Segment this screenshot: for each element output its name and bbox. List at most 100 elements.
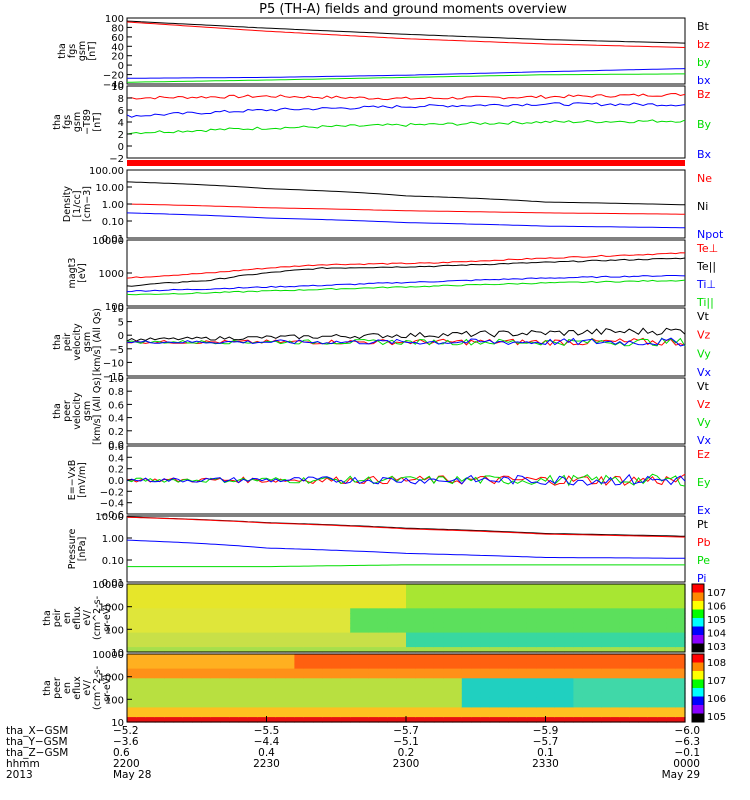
heatmap-cell [517, 678, 528, 684]
heatmap-cell [610, 688, 621, 694]
y-axis-label-line: [nT] [92, 112, 103, 131]
heatmap-cell [601, 702, 612, 709]
heatmap-cell [638, 593, 649, 600]
heatmap-cell [406, 717, 416, 723]
heatmap-cell [340, 658, 351, 665]
heatmap-cell [396, 622, 407, 629]
heatmap-cell [471, 608, 481, 614]
y-tick-label: −15 [103, 372, 124, 383]
heatmap-cell [220, 673, 230, 679]
heatmap-cell [396, 647, 407, 653]
heatmap-cell [629, 627, 640, 634]
heatmap-cell [285, 642, 295, 648]
heatmap-cell [545, 663, 556, 670]
heatmap-cell [443, 678, 454, 684]
heatmap-cell [210, 642, 221, 648]
panel-7: 0.60.40.20.0−0.2−0.4−0.6E=−VxB [mV/m]EzEy… [67, 442, 711, 521]
heatmap-cell [387, 692, 398, 699]
heatmap-cell [378, 668, 388, 675]
heatmap-cell [592, 647, 602, 653]
heatmap-cell [210, 697, 221, 704]
heatmap-cell [210, 663, 221, 670]
heatmap-cell [322, 627, 333, 634]
series-line-Vt [126, 327, 686, 342]
heatmap-cell [285, 598, 295, 605]
heatmap-cell [545, 588, 556, 595]
heatmap-cell [526, 627, 537, 634]
heatmap-cell [592, 658, 602, 665]
series-line-Bt [126, 20, 686, 44]
heatmap-cell [415, 688, 426, 694]
heatmap-cell [499, 608, 509, 614]
heatmap-cell [610, 608, 621, 614]
heatmap-cell [564, 654, 574, 660]
heatmap-cell [601, 613, 612, 619]
heatmap-cell [406, 663, 416, 670]
heatmap-cell [675, 608, 686, 614]
y-tick-label: 1000 [99, 603, 124, 614]
heatmap-cell [489, 637, 500, 643]
heatmap-cell [266, 618, 277, 624]
heatmap-cell [350, 622, 361, 629]
heatmap-cell [359, 613, 370, 619]
heatmap-cell [666, 688, 677, 694]
heatmap-cell [192, 622, 202, 629]
heatmap-cell [378, 627, 388, 634]
heatmap-cell [666, 673, 677, 679]
heatmap-cell [285, 603, 295, 609]
series-line-Pb [126, 516, 686, 538]
heatmap-cell [480, 668, 491, 675]
heatmap-cell [536, 622, 547, 629]
heatmap-cell [154, 678, 165, 684]
heatmap-cell [433, 618, 444, 624]
heatmap-cell [210, 683, 221, 689]
colorbar-tick-label: 108 [707, 658, 726, 669]
heatmap-cell [192, 647, 202, 653]
heatmap-cell [610, 632, 621, 639]
heatmap-cell [610, 627, 621, 634]
heatmap-cell [192, 603, 202, 609]
heatmap-cell [201, 613, 212, 619]
heatmap-cell [257, 678, 268, 684]
heatmap-cell [303, 678, 314, 684]
heatmap-cell [647, 688, 658, 694]
heatmap-cell [638, 608, 649, 614]
heatmap-cell [657, 603, 667, 609]
heatmap-cell [210, 588, 221, 595]
heatmap-cell [350, 688, 361, 694]
heatmap-cell [554, 707, 565, 713]
heatmap-cell [247, 702, 258, 709]
heatmap-cell [508, 668, 519, 675]
heatmap-cell [526, 673, 537, 679]
heatmap-cell [359, 678, 370, 684]
heatmap-cell [415, 654, 426, 660]
heatmap-cell [638, 613, 649, 619]
heatmap-cell [145, 598, 156, 605]
heatmap-cell [406, 678, 416, 684]
heatmap-cell [424, 618, 435, 624]
heatmap-cell [220, 613, 230, 619]
y-tick-label: 100 [105, 695, 124, 706]
heatmap-cell [368, 707, 379, 713]
heatmap-cell [657, 692, 667, 699]
heatmap-cell [582, 658, 593, 665]
heatmap-cell [526, 608, 537, 614]
heatmap-cell [294, 702, 305, 709]
heatmap-cell [517, 688, 528, 694]
heatmap-cell [526, 603, 537, 609]
y-tick-label: 10000 [92, 650, 124, 661]
y-axis-label-line: velocity [72, 392, 83, 430]
heatmap-cell [675, 683, 686, 689]
heatmap-cell [192, 717, 202, 723]
heatmap-cell [536, 692, 547, 699]
heatmap-cell [313, 668, 323, 675]
heatmap-cell [592, 663, 602, 670]
heatmap-cell [164, 668, 175, 675]
heatmap-cell [675, 618, 686, 624]
heatmap-cell [220, 658, 230, 665]
heatmap-cell [657, 697, 667, 704]
heatmap-cell [257, 613, 268, 619]
heatmap-cell [666, 608, 677, 614]
y-tick-label: 0.6 [108, 400, 124, 411]
